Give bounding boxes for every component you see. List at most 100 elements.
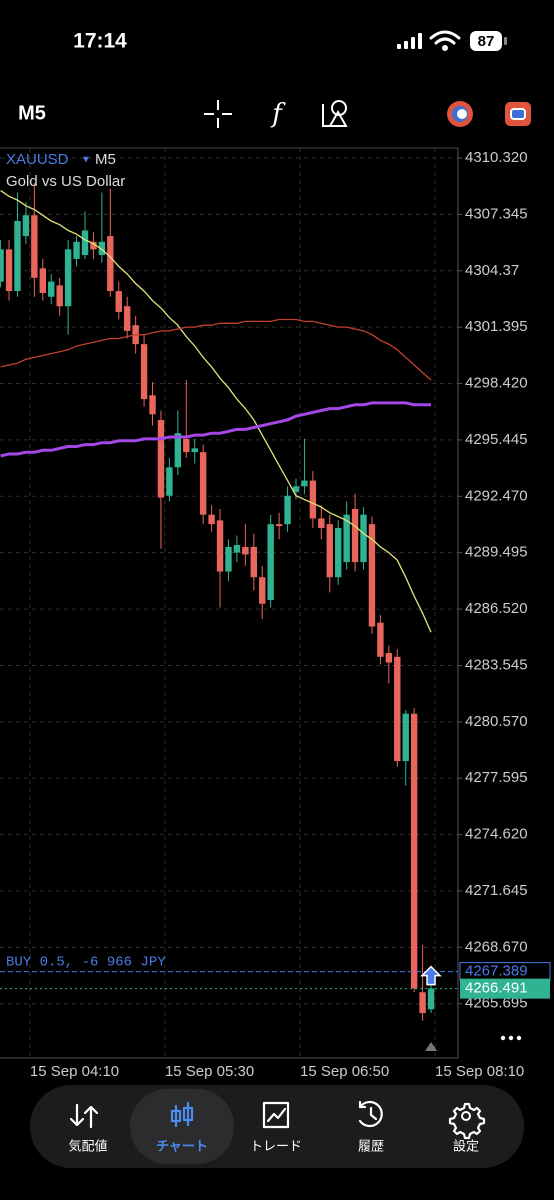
y-tick-label: 4268.670 (465, 938, 528, 955)
trade-button[interactable] (447, 101, 473, 127)
x-tick-label: 15 Sep 08:10 (435, 1063, 524, 1080)
nav-icon-center (461, 1111, 471, 1121)
candle-body (31, 215, 38, 278)
y-tick-label: 4274.620 (465, 826, 528, 843)
nav-icon[interactable] (358, 1100, 383, 1128)
candle-body (301, 480, 308, 487)
y-tick-label: 4277.595 (465, 769, 528, 786)
candle-body (368, 524, 376, 627)
candle-body (174, 433, 182, 468)
moving-average-line (0, 401, 431, 458)
candle-body (39, 268, 46, 293)
candle-body (259, 577, 266, 604)
signal-icon (397, 33, 422, 49)
candle-body (22, 215, 30, 237)
candle-body (56, 285, 63, 307)
account-button[interactable] (505, 102, 531, 126)
y-tick-label: 4310.320 (465, 149, 528, 166)
candle-body (149, 395, 156, 415)
candle-body (225, 546, 232, 572)
candle-body (157, 419, 165, 498)
candle-body (64, 249, 72, 307)
y-tick-label: 4307.345 (465, 205, 528, 222)
x-tick-label: 15 Sep 06:50 (300, 1063, 389, 1080)
y-tick-label: 4295.445 (465, 431, 528, 448)
nav-icon[interactable] (69, 1103, 99, 1129)
candle-body (183, 438, 190, 453)
candle-body (73, 241, 80, 259)
status-time: 17:14 (73, 30, 127, 53)
nav-icon[interactable] (170, 1101, 194, 1128)
y-tick-label: 4286.520 (465, 600, 528, 617)
nav-label[interactable]: トレード (250, 1138, 302, 1153)
candle-body (335, 527, 342, 578)
candle-body (250, 546, 257, 578)
moving-average-line (0, 318, 432, 381)
candle-body (48, 281, 55, 297)
candle-body (216, 520, 224, 572)
candle-body (292, 486, 300, 492)
candle-body (377, 622, 384, 657)
y-tick-label: 4280.570 (465, 713, 528, 730)
candle-body (309, 480, 317, 519)
x-tick-label: 15 Sep 04:10 (30, 1063, 119, 1080)
battery-tip (504, 37, 507, 45)
position-price-label: 4267.389 (465, 963, 528, 980)
candle-body (124, 306, 131, 331)
candle-body (351, 509, 359, 563)
candle-body (402, 713, 409, 762)
indicators-button[interactable]: f (270, 99, 286, 129)
position-label: BUY 0.5, -6 966 JPY (6, 954, 166, 970)
candle-body (14, 220, 21, 292)
symbol-dropdown[interactable]: ▼ (81, 155, 91, 166)
candle-body (360, 514, 367, 563)
bid-price-box (460, 978, 550, 999)
y-tick-label: 4289.495 (465, 544, 528, 561)
candle-body (107, 236, 114, 292)
candle-body (427, 988, 435, 1010)
candle-body (191, 448, 198, 453)
y-tick-label: 4271.645 (465, 882, 528, 899)
chart-symbol: XAUUSD (6, 151, 69, 168)
more-button[interactable] (500, 1035, 522, 1041)
nav-label[interactable]: 履歴 (358, 1138, 384, 1153)
chart-timeframe: M5 (95, 151, 116, 168)
y-tick-label: 4298.420 (465, 375, 528, 392)
chart: 4310.320 4307.345 4304.37 4301.395 4298.420 4… (0, 148, 551, 1080)
candle-body (5, 249, 13, 292)
last-bar-marker (425, 1042, 438, 1051)
candle-body (410, 713, 418, 989)
candle-body (208, 514, 215, 525)
candle-body (242, 546, 249, 555)
y-tick-label: 4301.395 (465, 318, 528, 335)
candle-body (0, 249, 4, 282)
candle-body (199, 452, 207, 515)
candle-body (284, 495, 291, 525)
y-tick-label: 4292.470 (465, 487, 528, 504)
nav-label[interactable]: チャート (156, 1138, 208, 1153)
battery-level: 87 (478, 33, 495, 50)
objects-button[interactable] (322, 100, 348, 127)
nav-label[interactable]: 気配値 (68, 1138, 107, 1153)
moving-average-line (0, 190, 432, 633)
timeframe-button[interactable]: M5 (18, 102, 46, 124)
chart-subtitle: Gold vs US Dollar (6, 173, 125, 190)
candle-body (166, 467, 173, 496)
candle-body (81, 230, 89, 256)
candle-body (394, 656, 401, 762)
battery (470, 31, 502, 51)
candle-body (233, 545, 241, 553)
wifi-icon (429, 30, 461, 51)
candle-body (98, 241, 106, 256)
crosshair-button[interactable] (204, 100, 232, 128)
y-tick-label: 4265.695 (465, 995, 528, 1012)
candle-body (318, 518, 325, 528)
nav-icon[interactable] (262, 1101, 290, 1129)
nav-label[interactable]: 設定 (453, 1138, 479, 1153)
trade-marker (420, 965, 442, 986)
nav-icon[interactable] (448, 1102, 486, 1140)
candle-body (90, 241, 97, 250)
y-tick-label: 4304.37 (465, 262, 519, 279)
x-tick-label: 15 Sep 05:30 (165, 1063, 254, 1080)
